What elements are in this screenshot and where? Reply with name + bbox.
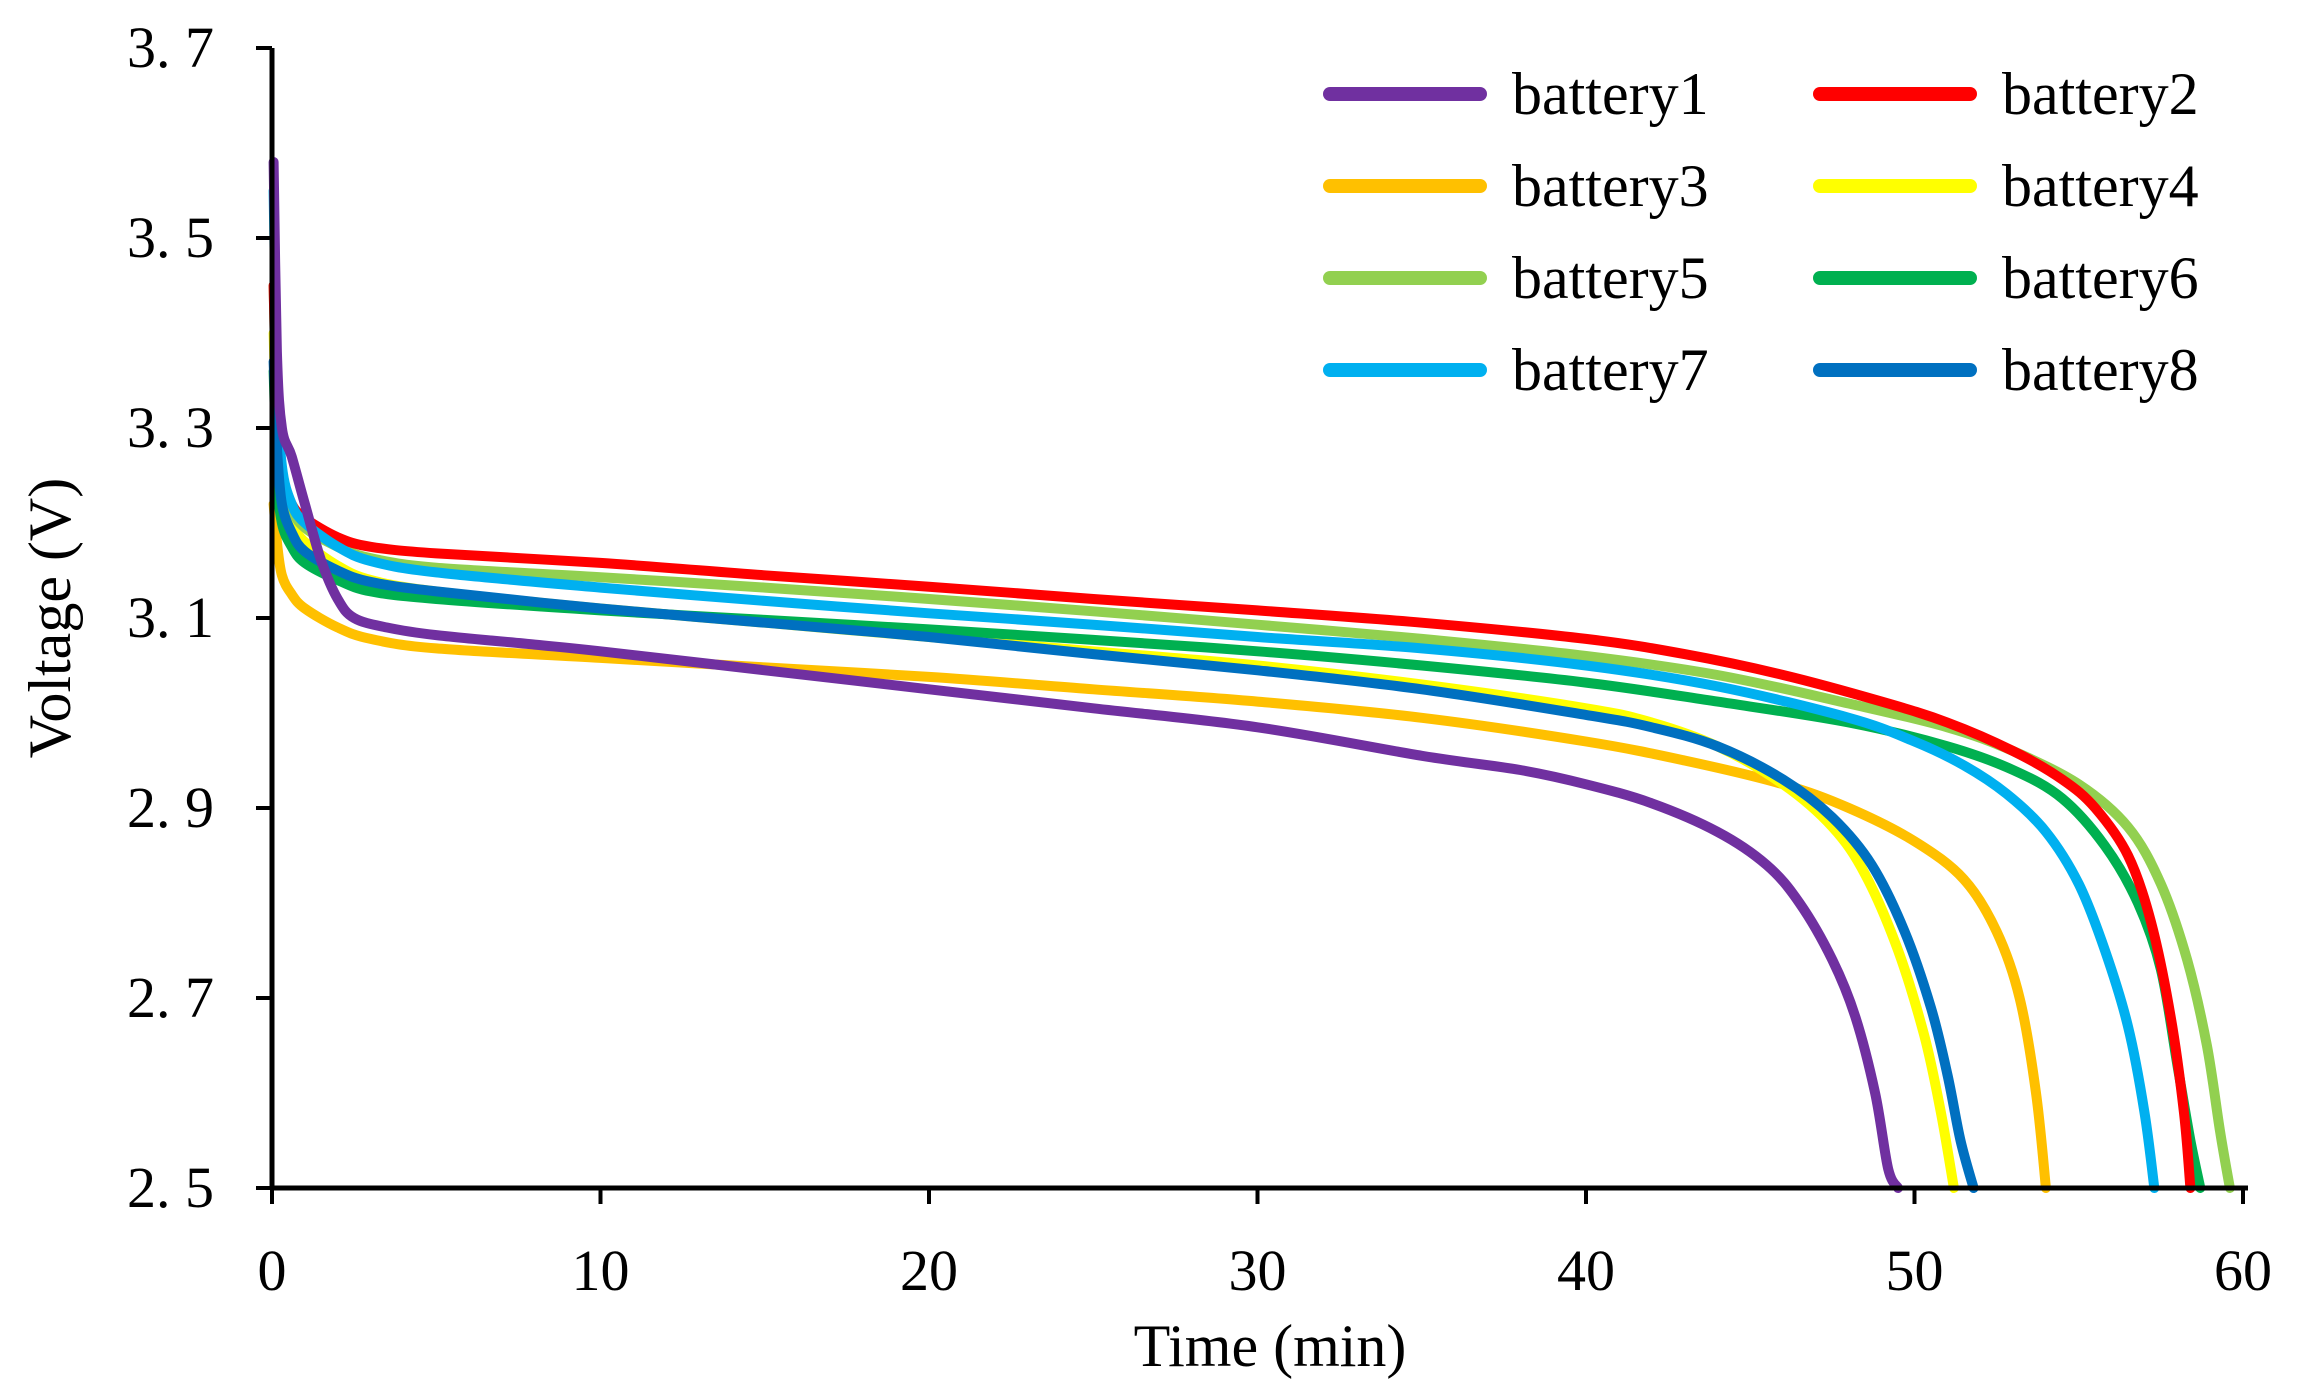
series-line-battery8 — [268, 356, 1979, 1193]
x-tick-label: 20 — [900, 1238, 958, 1303]
x-tick-label: 50 — [1886, 1238, 1944, 1303]
y-tick-label: 2. 5 — [127, 1155, 214, 1220]
y-tick-label: 3. 1 — [127, 585, 214, 650]
legend-label-battery5: battery5 — [1512, 245, 1709, 311]
legend-label-battery8: battery8 — [2002, 337, 2199, 403]
legend-label-battery1: battery1 — [1512, 61, 1709, 127]
legend-label-battery7: battery7 — [1512, 337, 1709, 403]
y-ticks: 2. 5 2. 7 2. 9 3. 1 3. 3 3. 5 3. 7 — [127, 15, 272, 1220]
series-lines — [268, 157, 2235, 1193]
x-tick-label: 10 — [572, 1238, 630, 1303]
legend-label-battery2: battery2 — [2002, 61, 2199, 127]
y-tick-label: 2. 7 — [127, 965, 214, 1030]
x-tick-label: 30 — [1229, 1238, 1287, 1303]
series-line-battery2 — [268, 280, 2196, 1193]
series-line-battery6 — [268, 366, 2206, 1193]
x-axis-title: Time (min) — [1134, 1313, 1407, 1379]
y-tick-label: 2. 9 — [127, 775, 214, 840]
series-line-battery5 — [268, 280, 2235, 1193]
x-tick-label: 0 — [258, 1238, 287, 1303]
series-line-battery7 — [268, 185, 2160, 1193]
y-tick-label: 3. 5 — [127, 205, 214, 270]
legend-label-battery3: battery3 — [1512, 153, 1709, 219]
series-line-battery3 — [268, 499, 2051, 1193]
y-axis-title: Voltage (V) — [17, 478, 83, 759]
legend: battery1 battery2 battery3 battery4 battery5… — [1323, 61, 2199, 403]
x-ticks: 0 10 20 30 40 50 60 — [258, 1188, 2272, 1303]
x-tick-label: 40 — [1557, 1238, 1615, 1303]
legend-label-battery4: battery4 — [2002, 153, 2199, 219]
y-tick-label: 3. 3 — [127, 395, 214, 460]
axes — [269, 48, 2248, 1191]
x-tick-label: 60 — [2214, 1238, 2272, 1303]
legend-label-battery6: battery6 — [2002, 245, 2199, 311]
series-line-battery1 — [268, 157, 1904, 1193]
y-tick-label: 3. 7 — [127, 15, 214, 80]
